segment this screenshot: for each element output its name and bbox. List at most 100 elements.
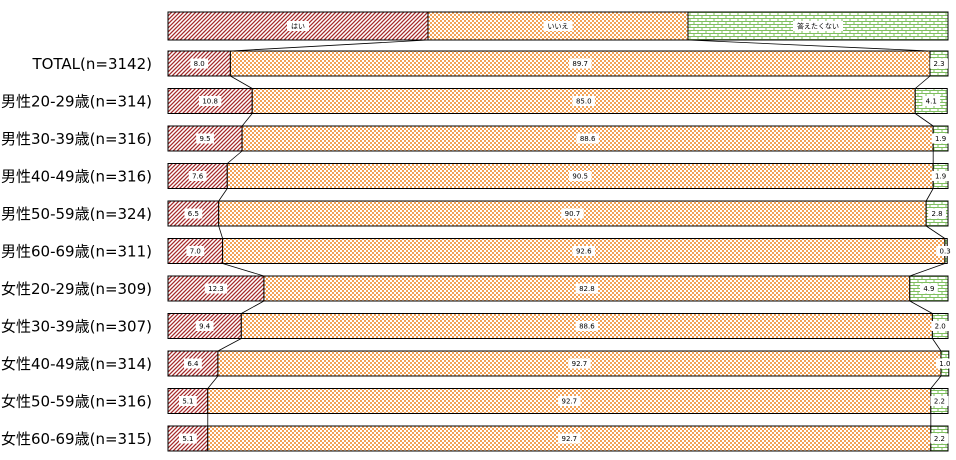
value-label-bg-row6-s3 <box>936 246 954 256</box>
value-label-bg-row10-s1 <box>178 396 197 406</box>
value-label-row6-s3: 0.3 <box>940 248 951 256</box>
value-label-bg-row9-s3 <box>935 358 954 369</box>
value-label-row9-s3: 1.0 <box>939 360 950 368</box>
value-label-row2-s1: 10.8 <box>202 98 218 106</box>
row-label-1: TOTAL(n=3142) <box>31 55 152 73</box>
row-label-7: 女性20-29歳(n=309) <box>1 280 152 298</box>
value-label-bg-row4-s3 <box>931 171 950 181</box>
value-label-row4-s1: 7.6 <box>192 173 204 181</box>
value-label-bg-row8-s2 <box>575 321 599 331</box>
value-label-bg-row7-s3 <box>919 283 938 294</box>
connector-row1-2 <box>914 75 931 89</box>
value-label-row6-s1: 7.0 <box>190 248 201 256</box>
value-label-bg-row6-s2 <box>572 246 595 256</box>
row-label-10: 女性50-59歳(n=316) <box>1 393 152 411</box>
legend: はい いいえ 答えたくない <box>167 11 949 41</box>
value-label-bg-row3-s1 <box>196 133 214 144</box>
value-label-bg-row10-s2 <box>558 396 581 406</box>
value-label-row11-s2: 92.7 <box>562 435 578 443</box>
value-label-row11-s3: 2.2 <box>934 435 945 443</box>
legend-label-bg-3 <box>793 21 843 31</box>
value-label-bg-row3-s2 <box>576 133 599 144</box>
connector-row5-1 <box>218 225 223 239</box>
connector-row8-1 <box>217 338 242 352</box>
value-label-row7-s2: 82.8 <box>579 285 595 293</box>
connector-legend-1 <box>230 39 429 52</box>
value-label-bg-row7-s1 <box>204 283 228 294</box>
value-label-bg-row11-s1 <box>178 433 197 444</box>
value-label-row10-s1: 5.1 <box>182 398 193 406</box>
value-label-row4-s2: 90.5 <box>572 173 588 181</box>
row-label-2: 男性20-29歳(n=314) <box>1 93 152 111</box>
value-label-bg-row1-s2 <box>569 58 592 69</box>
value-label-bg-row8-s1 <box>195 321 214 331</box>
value-label-bg-row9-s2 <box>568 358 591 369</box>
value-label-bg-row1-s1 <box>190 58 209 69</box>
legend-label-2: いいえ <box>548 23 569 31</box>
legend-label-bg-2 <box>543 21 573 31</box>
value-label-row7-s1: 12.3 <box>208 285 224 293</box>
connector-row5-2 <box>925 225 946 239</box>
connector-row4-1 <box>218 188 228 202</box>
value-label-row9-s1: 6.4 <box>187 360 199 368</box>
connector-row2-1 <box>241 113 253 127</box>
connector-lines <box>207 39 946 426</box>
value-label-bg-row5-s2 <box>561 208 584 219</box>
value-label-row5-s3: 2.8 <box>932 210 943 218</box>
bar-segment-row5-s1 <box>167 200 220 227</box>
value-label-row4-s3: 1.9 <box>935 173 946 181</box>
value-label-bg-row8-s3 <box>931 321 950 331</box>
value-label-bg-row7-s2 <box>575 283 599 294</box>
value-label-row3-s3: 1.9 <box>935 135 946 143</box>
connector-row9-1 <box>207 375 219 389</box>
value-label-row1-s2: 89.7 <box>572 60 588 68</box>
value-label-row1-s3: 2.3 <box>933 60 944 68</box>
value-label-row5-s1: 6.5 <box>188 210 199 218</box>
value-label-row10-s3: 2.2 <box>934 398 945 406</box>
value-label-bg-row3-s3 <box>931 133 950 144</box>
bars: 8.0 89.7 2.3 10.8 85.0 4.1 9.5 88.6 1.9 7.6 90.5 1.… <box>167 50 954 452</box>
value-label-bg-row9-s1 <box>184 358 202 369</box>
connector-row4-2 <box>925 188 934 202</box>
connector-row6-1 <box>222 263 265 277</box>
value-label-bg-row4-s1 <box>188 171 207 181</box>
connector-row9-2 <box>930 375 942 389</box>
value-label-bg-row10-s3 <box>930 396 949 406</box>
value-label-bg-row5-s1 <box>184 208 203 219</box>
value-label-row10-s2: 92.7 <box>562 398 578 406</box>
connector-row6-2 <box>909 263 946 277</box>
row-label-3: 男性30-39歳(n=316) <box>1 130 152 148</box>
value-label-bg-row2-s2 <box>572 96 595 106</box>
value-label-row1-s1: 8.0 <box>194 60 205 68</box>
connector-row8-2 <box>932 338 942 352</box>
value-label-row7-s3: 4.9 <box>923 285 934 293</box>
value-label-bg-row6-s1 <box>186 246 205 256</box>
legend-label-bg-1 <box>287 21 309 31</box>
connector-row1-1 <box>230 75 253 89</box>
connector-row7-1 <box>241 300 265 314</box>
value-label-bg-row11-s2 <box>558 433 581 444</box>
row-label-6: 男性60-69歳(n=311) <box>1 243 152 261</box>
value-label-row8-s3: 2.0 <box>935 323 946 331</box>
value-label-bg-row11-s3 <box>930 433 949 444</box>
value-label-bg-row2-s1 <box>198 96 222 106</box>
value-label-bg-row1-s3 <box>930 58 948 69</box>
value-label-row9-s2: 92.7 <box>572 360 588 368</box>
legend-label-3: 答えたくない <box>797 22 839 31</box>
row-label-11: 女性60-69歳(n=315) <box>1 430 152 448</box>
value-label-row3-s1: 9.5 <box>199 135 210 143</box>
value-label-row11-s1: 5.1 <box>182 435 193 443</box>
value-label-bg-row4-s2 <box>569 171 592 181</box>
connector-row2-2 <box>915 113 934 127</box>
value-label-row2-s2: 85.0 <box>576 98 592 106</box>
value-label-bg-row5-s3 <box>928 208 946 219</box>
row-labels: TOTAL(n=3142) 男性20-29歳(n=314) 男性30-39歳(n=3… <box>1 55 152 448</box>
legend-label-1: はい <box>291 23 305 31</box>
connector-legend-2 <box>687 39 931 52</box>
value-label-row6-s2: 92.6 <box>576 248 592 256</box>
row-label-5: 男性50-59歳(n=324) <box>1 205 152 223</box>
value-label-bg-row2-s3 <box>922 96 941 106</box>
connector-row7-2 <box>909 300 933 314</box>
value-label-row5-s2: 90.7 <box>565 210 581 218</box>
